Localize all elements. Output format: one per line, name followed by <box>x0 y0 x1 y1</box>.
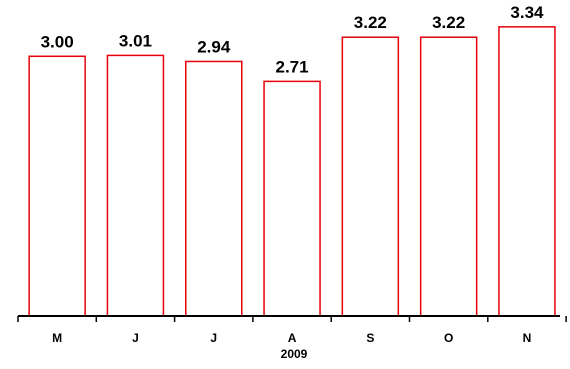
bar-5 <box>419 36 478 317</box>
bar-4 <box>341 36 400 317</box>
bar-1 <box>106 54 165 317</box>
x-tick-label-5: O <box>444 331 453 345</box>
bar-3 <box>263 80 321 317</box>
x-tick-label-0: M <box>52 331 62 345</box>
bar-2 <box>185 60 243 317</box>
x-tick-label-2: J <box>210 331 217 345</box>
data-label-0: 3.00 <box>41 32 74 51</box>
x-axis-ticks-layer <box>17 316 567 322</box>
bars-layer <box>28 26 556 317</box>
data-label-1: 3.01 <box>119 31 152 50</box>
x-tick-label-4: S <box>366 331 374 345</box>
x-tick-label-6: N <box>523 331 532 345</box>
value-labels-layer: 3.00 3.01 2.94 2.71 3.22 3.22 3.34 <box>41 3 544 77</box>
data-label-6: 3.34 <box>510 3 544 22</box>
data-label-5: 3.22 <box>432 13 465 32</box>
bar-6 <box>498 26 556 317</box>
x-tick-label-1: J <box>132 331 139 345</box>
data-label-4: 3.22 <box>354 13 387 32</box>
year-label: 2009 <box>281 347 308 361</box>
data-label-3: 2.71 <box>276 57 309 76</box>
bar-0 <box>28 55 86 317</box>
x-tick-label-3: A <box>288 331 297 345</box>
data-label-2: 2.94 <box>197 37 231 56</box>
